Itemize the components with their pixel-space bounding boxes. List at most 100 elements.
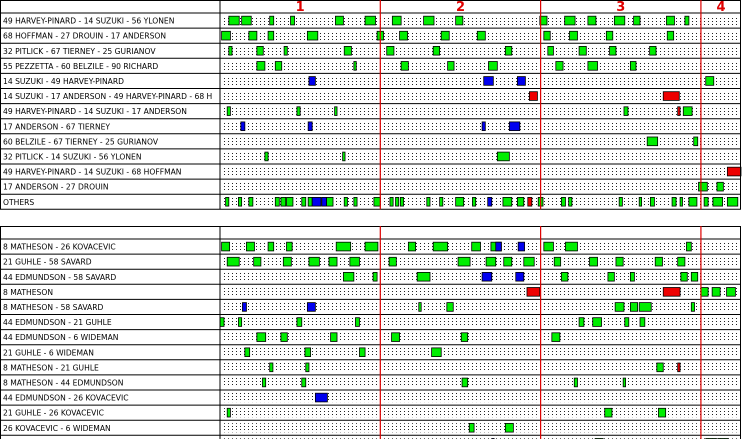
shift-bar-even [373, 196, 381, 207]
shift-bar-even [468, 422, 475, 433]
shift-bar-even [472, 196, 477, 207]
shift-bar-even [618, 196, 623, 207]
shift-bar-even [262, 377, 267, 388]
shift-bar-even [389, 196, 394, 207]
period-label: 2 [456, 0, 465, 15]
shift-bar-shorthanded [726, 166, 742, 177]
shift-bar-even [633, 15, 641, 26]
row-dot-grid [222, 302, 740, 312]
shift-bar-even [286, 196, 294, 207]
shift-bar-even [256, 332, 267, 342]
row-dot-grid [222, 242, 740, 252]
row-label: 32 PITLICK - 14 SUZUKI - 56 YLONEN [3, 152, 142, 161]
shift-bar-even [388, 256, 397, 267]
shift-bar-even [705, 76, 715, 86]
shift-bar-even [256, 46, 264, 56]
shift-bar-even [246, 241, 255, 252]
shift-bar-even [578, 317, 585, 327]
row-label: 68 HOFFMAN - 27 DROUIN - 17 ANDERSON [3, 32, 166, 41]
shift-bar-even [561, 196, 566, 207]
shift-bar-even [460, 332, 469, 342]
shift-bar-even [688, 196, 698, 207]
row-dot-grid [222, 106, 740, 116]
shift-bar-shorthanded [527, 196, 533, 207]
row-label: 44 EDMUNDSON - 58 SAVARD [3, 273, 116, 282]
shift-bar-even [386, 46, 395, 56]
shift-bar-even [335, 241, 352, 252]
row-label: 49 HARVEY-PINARD - 14 SUZUKI - 56 YLONEN [3, 17, 174, 26]
shift-bar-even [328, 256, 338, 267]
shift-bar-even [686, 241, 692, 252]
shift-bar-even [553, 256, 562, 267]
shift-bar-even [555, 61, 564, 71]
row-dot-grid [222, 61, 740, 71]
shift-bar-even [587, 15, 597, 26]
shift-bar-even [226, 256, 240, 267]
shift-bar-even [638, 196, 643, 207]
shift-bar-even [439, 196, 444, 207]
period-label: 3 [616, 0, 625, 15]
shift-bar-even [274, 196, 280, 207]
shift-bar-even [646, 136, 659, 147]
shift-bar-even [589, 256, 598, 267]
shift-bar-even [496, 151, 510, 162]
row-label: 49 HARVEY-PINARD - 14 SUZUKI - 17 ANDERS… [3, 107, 187, 116]
shift-bar-even [455, 196, 465, 207]
shift-bar-even [228, 15, 240, 26]
shift-bar-even [666, 15, 675, 26]
row-label: 17 ANDERSON - 67 TIERNEY [3, 122, 110, 131]
shift-bar-even [613, 15, 626, 26]
shift-bar-even [656, 362, 664, 373]
row-label: 17 ANDERSON - 27 DROUIN [3, 183, 109, 192]
shift-bar-shorthanded [528, 91, 538, 101]
shift-bar-even [248, 196, 254, 207]
row-label: OTHERS [3, 198, 34, 207]
shift-bar-powerplay [508, 121, 521, 132]
row-dot-grid [222, 408, 740, 418]
shift-bar-even [440, 30, 450, 41]
shift-bar-even [306, 30, 319, 41]
shift-bar-shorthanded [677, 362, 681, 373]
shift-bar-even [680, 271, 688, 282]
shift-bar-shorthanded [662, 287, 681, 297]
row-label: 8 MATHESON - 21 GUHLE [3, 363, 99, 372]
shift-bar-even [353, 61, 357, 71]
shift-bar-even [565, 241, 578, 252]
shift-bar-even [330, 332, 338, 342]
shift-bar-even [423, 15, 435, 26]
shift-bar-even [700, 287, 709, 297]
shift-bar-even [561, 271, 569, 282]
row-label: 49 HARVEY-PINARD - 14 SUZUKI - 68 HOFFMA… [3, 168, 182, 177]
shift-bar-even [305, 362, 310, 373]
row-label: 21 GUHLE - 58 SAVARD [3, 258, 92, 267]
shift-bar-even [226, 407, 231, 418]
shift-bar-even [307, 196, 313, 207]
shift-bar-powerplay [306, 302, 316, 312]
row-dot-grid [222, 287, 740, 297]
row-dot-grid [222, 317, 740, 327]
shift-bar-even [248, 30, 258, 41]
shift-bar-even [432, 241, 449, 252]
shift-bar-even [726, 287, 736, 297]
period-label: 4 [716, 0, 725, 15]
row-dot-grid [222, 257, 740, 267]
shift-bar-even [221, 241, 231, 252]
row-dot-grid [222, 362, 740, 372]
shift-bar-even [523, 256, 535, 267]
shift-bar-even [461, 377, 469, 388]
shift-bar-even [353, 196, 358, 207]
shift-bar-even [666, 30, 675, 41]
row-dot-grid [222, 332, 740, 342]
shift-bar-even [716, 181, 724, 192]
shift-bar-even [568, 196, 573, 207]
shift-bar-even [455, 15, 464, 26]
shift-bar-even [395, 196, 400, 207]
row-label: 26 KOVACEVIC - 6 WIDEMAN [3, 424, 111, 433]
shift-bar-even [301, 377, 307, 388]
shift-bar-even [679, 196, 683, 207]
shift-bar-even [654, 256, 663, 267]
shift-bar-even [622, 377, 626, 388]
shift-bar-even [326, 196, 334, 207]
shift-bar-even [244, 347, 251, 357]
